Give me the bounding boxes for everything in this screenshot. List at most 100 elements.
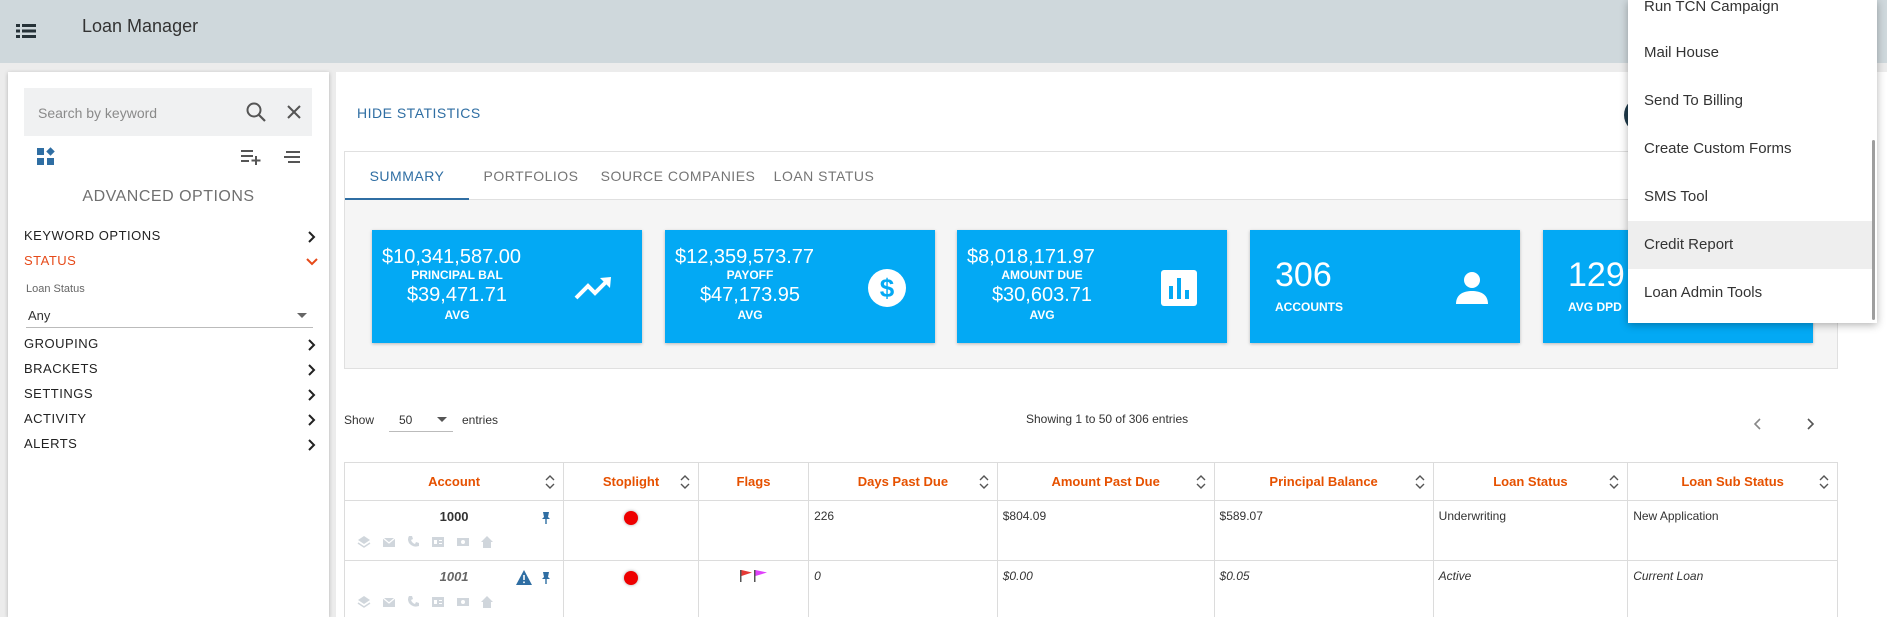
activity-toggle[interactable]: ACTIVITY	[24, 411, 319, 431]
next-page-icon[interactable]	[1802, 416, 1818, 432]
principal-balance-cell: $589.07	[1213, 500, 1434, 561]
menu-item-send-to-billing[interactable]: Send To Billing	[1644, 92, 1743, 109]
chevron-right-icon	[308, 231, 316, 243]
sort-icon	[545, 475, 555, 489]
dropdown-caret-icon	[297, 313, 307, 318]
stat-avg-label: AVG	[444, 308, 470, 322]
phone-icon[interactable]	[406, 595, 420, 609]
keyword-options-toggle[interactable]: KEYWORD OPTIONS	[24, 228, 319, 248]
stoplight-red-indicator	[624, 571, 639, 585]
tab-portfolios[interactable]: PORTFOLIOS	[483, 168, 579, 184]
days-past-due-cell: 226	[808, 500, 998, 561]
account-cell: 1000	[343, 500, 565, 561]
id-card-icon[interactable]	[431, 535, 445, 549]
tab-summary[interactable]: SUMMARY	[345, 152, 469, 200]
pin-icon[interactable]	[539, 511, 553, 525]
home-icon[interactable]	[480, 595, 494, 609]
stat-value: 129	[1568, 256, 1625, 294]
column-header-days-past-due[interactable]: Days Past Due	[808, 462, 998, 501]
principal-balance-card: $10,341,587.00 PRINCIPAL BAL $39,471.71 …	[372, 230, 642, 343]
trending-up-icon	[574, 277, 611, 300]
account-number-link[interactable]: 1000	[439, 509, 469, 524]
email-icon[interactable]	[382, 595, 396, 609]
menu-item-run-tcn-campaign[interactable]: Run TCN Campaign	[1644, 0, 1779, 15]
cash-icon[interactable]	[456, 595, 470, 609]
dashboard-widgets-icon[interactable]	[36, 147, 56, 167]
loan-status-field-label: Loan Status	[26, 283, 85, 295]
account-number-link[interactable]: 1001	[439, 569, 469, 584]
cash-icon[interactable]	[456, 535, 470, 549]
column-header-label: Flags	[736, 474, 771, 489]
column-header-loan-status[interactable]: Loan Status	[1432, 462, 1629, 501]
loan-status-select[interactable]: Any	[26, 304, 313, 328]
id-card-icon[interactable]	[431, 595, 445, 609]
stoplight-cell	[563, 500, 699, 561]
column-header-account[interactable]: Account	[343, 462, 565, 501]
statistics-panel: SUMMARY PORTFOLIOS SOURCE COMPANIES LOAN…	[344, 151, 1839, 369]
list-menu-icon[interactable]	[16, 22, 36, 40]
chevron-down-icon	[306, 258, 318, 266]
chevron-right-icon	[308, 364, 316, 376]
sort-icon	[1609, 475, 1619, 489]
page-size-select[interactable]: 50	[389, 408, 453, 432]
chevron-right-icon	[308, 414, 316, 426]
activity-label: ACTIVITY	[24, 411, 87, 426]
stat-label: AMOUNT DUE	[1001, 268, 1083, 282]
search-input[interactable]	[38, 102, 218, 124]
statistics-tabs: SUMMARY PORTFOLIOS SOURCE COMPANIES LOAN…	[345, 152, 1839, 200]
menu-item-loan-admin-tools[interactable]: Loan Admin Tools	[1644, 284, 1763, 301]
main-content: HIDE STATISTICS SUMMARY PORTFOLIOS SOURC…	[336, 72, 1887, 617]
svg-text:$: $	[880, 273, 895, 303]
dollar-icon: $	[868, 269, 906, 307]
flags-cell	[697, 500, 810, 561]
layers-icon[interactable]	[357, 535, 371, 549]
entries-label: entries	[462, 413, 499, 427]
brackets-toggle[interactable]: BRACKETS	[24, 361, 319, 381]
menu-item-create-custom-forms[interactable]: Create Custom Forms	[1644, 140, 1792, 157]
sort-lines-icon[interactable]	[282, 148, 302, 166]
table-row[interactable]: 1000 226 $804.09 $589.07 Under	[343, 500, 1838, 561]
status-toggle[interactable]: STATUS	[24, 253, 319, 273]
dropdown-scrollbar[interactable]	[1872, 140, 1875, 320]
column-header-loan-sub-status[interactable]: Loan Sub Status	[1627, 462, 1838, 501]
table-row[interactable]: 1001	[343, 560, 1838, 617]
phone-icon[interactable]	[406, 535, 420, 549]
column-header-amount-past-due[interactable]: Amount Past Due	[996, 462, 1215, 501]
loan-status-cell: Active	[1432, 560, 1629, 617]
amount-past-due-cell: $804.09	[996, 500, 1215, 561]
warning-icon[interactable]	[515, 569, 533, 587]
pin-icon[interactable]	[539, 571, 553, 585]
menu-item-sms-tool[interactable]: SMS Tool	[1644, 188, 1708, 205]
settings-toggle[interactable]: SETTINGS	[24, 386, 319, 406]
menu-item-mail-house[interactable]: Mail House	[1644, 44, 1720, 61]
stat-avg-label: AVG	[737, 308, 763, 322]
tab-loan-status[interactable]: LOAN STATUS	[773, 168, 875, 184]
column-header-principal-balance[interactable]: Principal Balance	[1213, 462, 1434, 501]
tab-source-companies[interactable]: SOURCE COMPANIES	[600, 168, 756, 184]
playlist-add-icon[interactable]	[240, 148, 262, 166]
search-icon[interactable]	[244, 100, 268, 124]
previous-page-icon[interactable]	[1750, 416, 1766, 432]
layers-icon[interactable]	[357, 595, 371, 609]
hide-statistics-button[interactable]: HIDE STATISTICS	[357, 105, 481, 121]
column-header-label: Loan Sub Status	[1681, 474, 1784, 489]
home-icon[interactable]	[480, 535, 494, 549]
column-header-stoplight[interactable]: Stoplight	[563, 462, 699, 501]
advanced-options-title: ADVANCED OPTIONS	[82, 188, 255, 205]
flags-icon[interactable]	[739, 569, 769, 583]
menu-item-credit-report[interactable]: Credit Report	[1628, 221, 1872, 269]
stat-value: 306	[1275, 256, 1332, 294]
app-title: Loan Manager	[82, 16, 199, 36]
close-icon[interactable]	[282, 100, 306, 124]
account-action-icons	[357, 535, 501, 549]
stat-total: $10,341,587.00	[382, 246, 522, 268]
alerts-toggle[interactable]: ALERTS	[24, 436, 319, 456]
stoplight-cell	[563, 560, 699, 617]
sort-icon	[979, 475, 989, 489]
actions-dropdown-menu: Run TCN Campaign Mail House Send To Bill…	[1628, 0, 1877, 323]
grouping-toggle[interactable]: GROUPING	[24, 336, 319, 356]
amount-due-card: $8,018,171.97 AMOUNT DUE $30,603.71 AVG	[957, 230, 1227, 343]
alerts-label: ALERTS	[24, 436, 78, 451]
email-icon[interactable]	[382, 535, 396, 549]
accounts-card: 306 ACCOUNTS	[1250, 230, 1520, 343]
